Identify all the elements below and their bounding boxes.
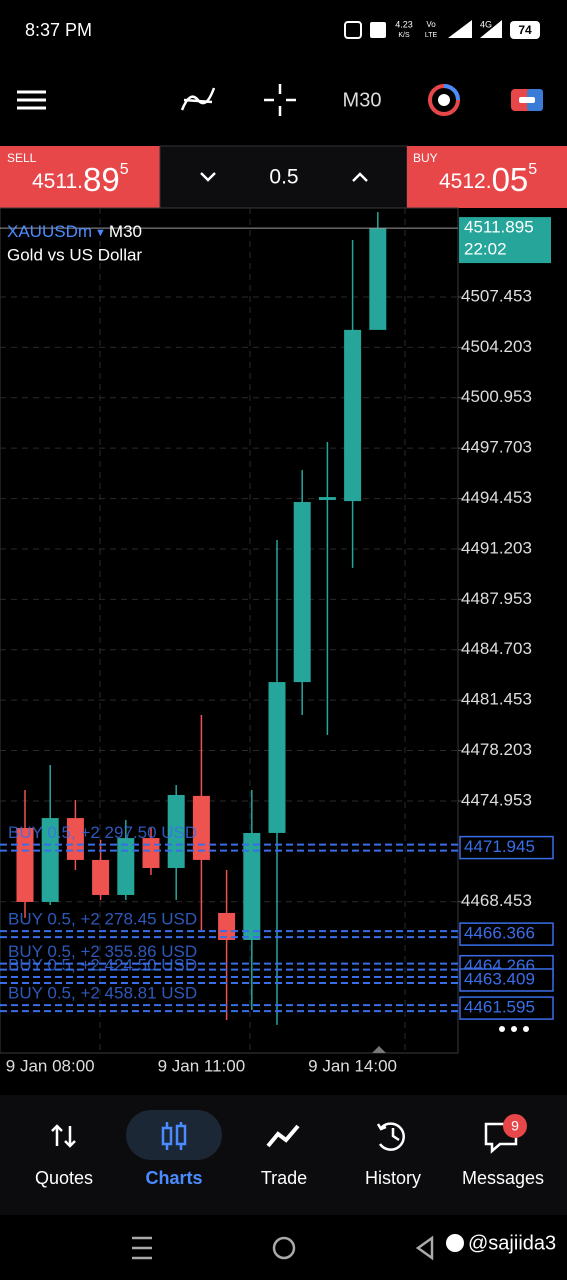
candle-body	[92, 859, 110, 895]
nav-items: Quotes Charts Trade History Messages	[35, 1168, 544, 1188]
candle-body	[369, 228, 387, 330]
y-tick-label: 4468.453	[461, 891, 532, 910]
status-network: 4G	[480, 19, 492, 29]
messages-badge: 9	[511, 1118, 519, 1134]
buy-price: 4512.055	[439, 161, 537, 198]
candle-body	[41, 818, 59, 902]
status-time: 8:37 PM	[25, 20, 92, 40]
candle-body	[268, 682, 286, 833]
candle-body	[318, 497, 336, 501]
candle-body	[142, 838, 160, 868]
more-dots[interactable]	[499, 1026, 529, 1032]
volume-value[interactable]: 0.5	[269, 166, 298, 189]
x-tick-label: 9 Jan 08:00	[6, 1056, 95, 1075]
y-tick-label: 4484.703	[461, 639, 532, 658]
sell-price: 4511.895	[32, 161, 129, 198]
timeframe-button[interactable]: M30	[343, 89, 382, 111]
chart-title: XAUUSDm ▼ M30	[7, 222, 142, 241]
sell-price-big: 89	[83, 161, 120, 198]
sell-button[interactable]	[0, 146, 160, 208]
y-tick-label: 4504.203	[461, 337, 532, 356]
status-volte: Vo	[426, 20, 436, 29]
order-price-label: 4463.409	[464, 969, 535, 988]
status-speed: 4.23	[395, 19, 413, 29]
order-text: BUY 0.5, +2 278.45 USD	[8, 910, 197, 929]
order-text: BUY 0.5, +2 424.50 USD	[8, 955, 197, 974]
current-time-label: 22:02	[464, 240, 507, 259]
watermark: @sajiida3	[468, 1232, 556, 1254]
y-tick-label: 4491.203	[461, 538, 532, 557]
order-price-label: 4466.366	[464, 924, 535, 943]
order-price-box	[459, 968, 554, 992]
menu-button[interactable]	[17, 90, 46, 110]
facebook-icon	[446, 1234, 464, 1252]
x-tick-label: 9 Jan 11:00	[158, 1056, 246, 1075]
y-tick-label: 4481.453	[461, 690, 532, 709]
buy-button[interactable]	[407, 146, 567, 208]
chart-subtitle: Gold vs US Dollar	[7, 245, 142, 264]
order-price-box	[459, 922, 554, 946]
objects-button[interactable]	[428, 84, 460, 116]
bottom-nav	[0, 1095, 567, 1215]
current-price-label: 4511.895	[464, 218, 534, 237]
system-nav	[132, 1235, 434, 1261]
candle-body	[16, 827, 34, 902]
battery-level: 74	[518, 23, 532, 37]
order-price-label: 4461.595	[464, 998, 535, 1017]
y-tick-label: 4497.703	[461, 438, 532, 457]
sell-price-sup: 5	[120, 161, 129, 178]
buy-label: BUY	[413, 151, 438, 165]
nav-label[interactable]: History	[365, 1168, 421, 1188]
y-tick-label: 4500.953	[461, 387, 532, 406]
nav-label[interactable]: Charts	[145, 1168, 202, 1188]
x-tick-label: 9 Jan 14:00	[308, 1056, 397, 1075]
y-tick-label: 4487.953	[461, 589, 532, 608]
candle-body	[293, 502, 311, 683]
order-price-label: 4471.945	[464, 837, 535, 856]
candle-body	[192, 795, 210, 860]
y-tick-label: 4507.453	[461, 286, 532, 305]
candle-body	[243, 832, 261, 940]
chart-symbol: XAUUSDm	[7, 222, 92, 241]
chart-area	[0, 207, 459, 1054]
current-price-box	[459, 217, 551, 264]
nav-label[interactable]: Messages	[462, 1168, 544, 1188]
candle-body	[344, 329, 362, 502]
order-text: BUY 0.5, +2 297.50 USD	[8, 823, 197, 842]
order-price-box	[459, 996, 554, 1020]
buy-price-big: 05	[492, 161, 529, 198]
volume-up[interactable]	[352, 172, 368, 182]
sell-price-head: 4511.	[32, 170, 83, 193]
candle-body	[117, 838, 135, 895]
chart: BUY 0.5, +2 297.50 USD BUY 0.5, +2 278.45…	[0, 208, 463, 1053]
order-text: BUY 0.5, +2 458.81 USD	[8, 984, 197, 1003]
trade-button[interactable]	[511, 89, 543, 111]
candle-body	[66, 818, 84, 860]
order-price-box	[459, 835, 554, 860]
y-tick-label: 4478.203	[461, 740, 532, 759]
order-text: BUY 0.5, +2 355.86 USD	[8, 942, 197, 961]
volume-down[interactable]	[200, 172, 216, 182]
sell-label: SELL	[7, 151, 37, 165]
nav-icons	[51, 1114, 527, 1154]
buy-price-head: 4512.	[439, 170, 492, 193]
buy-price-sup: 5	[528, 161, 537, 178]
scroll-marker	[372, 1046, 386, 1053]
status-volte: LTE	[425, 32, 438, 39]
crosshair-button[interactable]	[264, 84, 296, 116]
status-speed-unit: K/S	[398, 32, 410, 39]
y-tick-label: 4494.453	[461, 488, 532, 507]
active-tab-pill	[126, 1110, 222, 1160]
candle-body	[218, 912, 236, 940]
y-tick-label: 4474.953	[461, 790, 532, 809]
status-icons: 4.23 K/S Vo LTE 4G 74	[344, 19, 540, 39]
indicators-button[interactable]	[180, 87, 216, 111]
nav-label[interactable]: Quotes	[35, 1168, 93, 1188]
nav-label[interactable]: Trade	[261, 1168, 307, 1188]
chart-timeframe: M30	[109, 222, 142, 241]
